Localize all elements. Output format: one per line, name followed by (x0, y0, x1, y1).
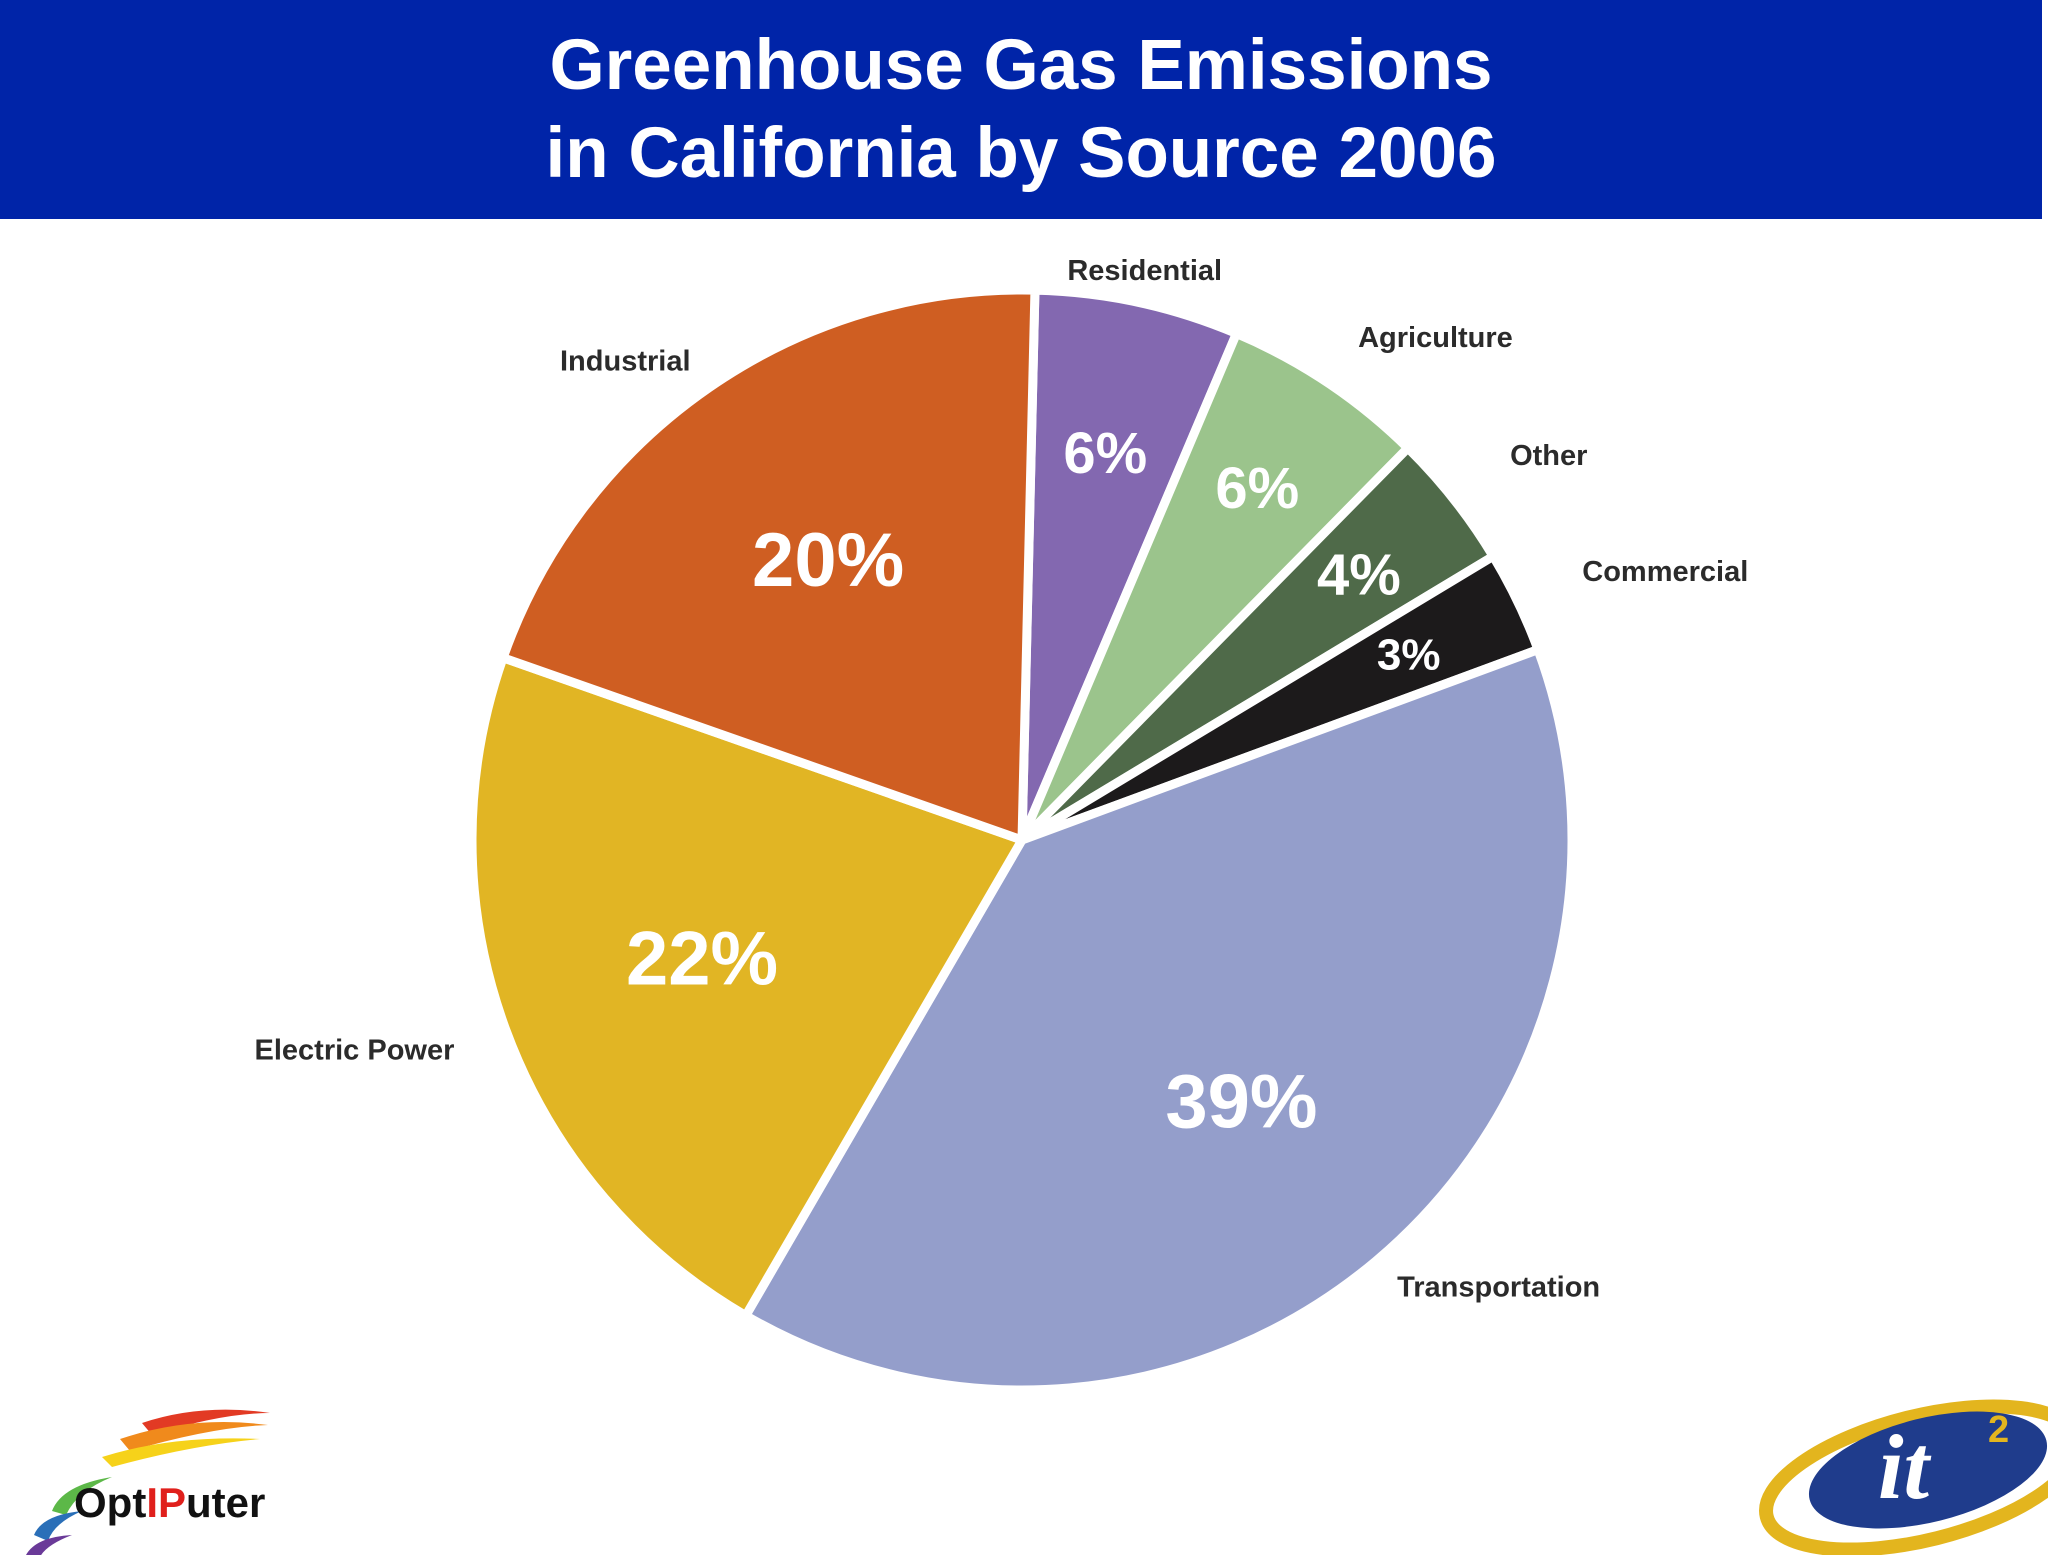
pct-label-commercial: 3% (1377, 631, 1441, 680)
pct-label-electric-power: 22% (626, 917, 778, 1002)
pie-slice-electric-power (467, 653, 1027, 1321)
logo-text-uter: uter (186, 1479, 265, 1526)
pct-label-industrial: 20% (752, 518, 904, 603)
logo-swoosh-yellow (102, 1438, 260, 1467)
it2-blue-oval (1808, 1411, 2048, 1529)
slice-label-electric-power: Electric Power (255, 1034, 455, 1066)
title-line-2: in California by Source 2006 (545, 113, 1497, 193)
slice-label-other: Other (1510, 440, 1587, 472)
slice-label-residential: Residential (1067, 255, 1222, 287)
logo-swoosh-orange (120, 1422, 268, 1451)
pie-slice-industrial (498, 285, 1040, 845)
title-line-1: Greenhouse Gas Emissions (549, 25, 1493, 105)
it2-logo: it 2 (1759, 1399, 2048, 1555)
slice-label-transportation: Transportation (1397, 1271, 1600, 1303)
pie-slice-agriculture (1017, 329, 1413, 845)
logo-swoosh-purple (26, 1535, 72, 1555)
slice-label-agriculture: Agriculture (1358, 322, 1513, 354)
svg-text:OptIPuter: OptIPuter (74, 1479, 265, 1526)
logo-text-ip: IP (146, 1479, 186, 1526)
pct-label-transportation: 39% (1165, 1060, 1317, 1145)
it2-gold-ring (1759, 1399, 2048, 1555)
title-bar: Greenhouse Gas Emissions in California b… (0, 0, 2042, 219)
it2-superscript: 2 (1988, 1409, 2009, 1451)
slice-label-industrial: Industrial (560, 345, 691, 377)
logo-swoosh-green (52, 1477, 112, 1515)
pct-label-other: 4% (1317, 543, 1401, 608)
pct-label-agriculture: 6% (1215, 456, 1299, 521)
it2-text: it (1878, 1416, 1932, 1518)
optiputer-logo: OptIPuter (26, 1409, 270, 1555)
logo-swoosh-red (142, 1409, 270, 1435)
pie-slice-transportation (741, 645, 1577, 1395)
logo-text-opt: Opt (74, 1479, 146, 1526)
logo-swoosh-blue (34, 1511, 82, 1541)
pct-label-residential: 6% (1063, 421, 1147, 486)
slice-label-commercial: Commercial (1582, 556, 1748, 588)
